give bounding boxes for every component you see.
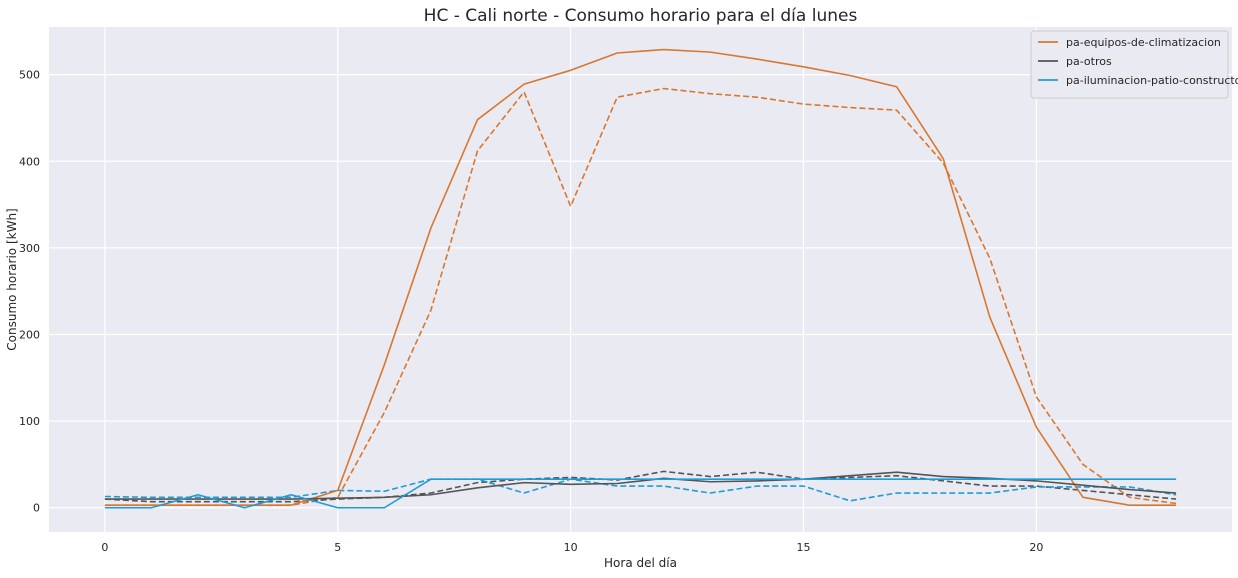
chart-title: HC - Cali norte - Consumo horario para e… [424, 6, 858, 26]
x-tick-label: 15 [797, 541, 811, 554]
series-group [104, 48, 1177, 509]
legend-label: pa-otros [1066, 55, 1112, 68]
legend-box [1030, 30, 1229, 99]
series-line-dashed-4 [104, 470, 1177, 503]
legend-label: pa-iluminacion-patio-constructor [1066, 74, 1238, 87]
series-line-solid-2 [104, 478, 1177, 509]
y-tick-label: 200 [19, 329, 40, 342]
x-tick-label: 5 [334, 541, 341, 554]
y-tick-label: 400 [19, 155, 40, 168]
x-tick-label: 0 [101, 541, 108, 554]
x-axis-label: Hora del día [604, 556, 677, 570]
plot-area [49, 27, 1232, 532]
y-tick-label: 0 [33, 502, 40, 515]
y-axis-label: Consumo horario [kWh] [5, 208, 19, 350]
series-line-dashed-3 [104, 87, 1177, 506]
x-tick-label: 20 [1029, 541, 1043, 554]
legend: pa-equipos-de-climatizacion pa-otros pa-il… [1030, 30, 1238, 99]
series-line-solid-0 [104, 48, 1177, 506]
y-tick-label: 500 [19, 69, 40, 82]
y-tick-label: 300 [19, 242, 40, 255]
series-line-dashed-5 [104, 478, 1177, 502]
legend-label: pa-equipos-de-climatizacion [1066, 36, 1221, 49]
x-tick-label: 10 [564, 541, 578, 554]
y-tick-label: 100 [19, 415, 40, 428]
